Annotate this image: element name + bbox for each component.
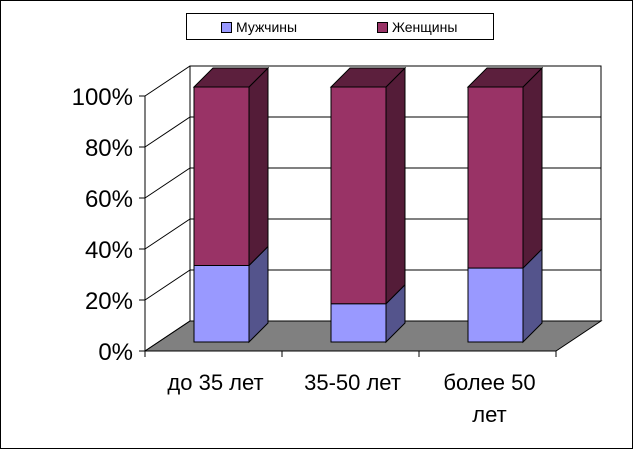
legend-label-women: Женщины xyxy=(392,19,458,35)
legend-label-men: Мужчины xyxy=(236,19,298,35)
y-tick-label: 40% xyxy=(85,237,133,264)
bar-men xyxy=(467,247,543,344)
legend-swatch-men xyxy=(221,21,232,33)
y-tick-label: 80% xyxy=(85,135,133,162)
legend-entry-women: Женщины xyxy=(377,19,457,35)
bar-top xyxy=(329,67,407,88)
bar-top xyxy=(192,67,270,88)
chart-bars xyxy=(192,66,544,344)
y-tick-label: 100% xyxy=(72,84,133,111)
legend-entry-men: Мужчины xyxy=(221,19,297,35)
bar-women xyxy=(466,66,544,270)
x-tick-label: лет xyxy=(472,402,506,427)
x-tick-label: до 35 лет xyxy=(167,370,263,395)
gridline xyxy=(144,218,601,250)
legend-swatch-women xyxy=(377,21,388,33)
bar-top xyxy=(466,67,544,88)
x-tick-label: 35-50 лет xyxy=(304,370,401,395)
bar-side xyxy=(248,66,269,267)
bar-men xyxy=(193,245,269,344)
bar-front xyxy=(330,86,387,305)
bar-front xyxy=(193,265,250,343)
x-axis-ticks: до 35 лет 35-50 лет более 50 лет xyxy=(167,370,535,427)
bar-front xyxy=(467,267,524,343)
gridline xyxy=(144,167,601,199)
y-tick-label: 60% xyxy=(85,186,133,213)
y-axis-ticks: 0% 20% 40% 60% 80% 100% xyxy=(72,84,133,366)
gridline xyxy=(144,320,601,352)
y-tick-label: 20% xyxy=(85,288,133,315)
legend: Мужчины Женщины xyxy=(186,13,494,40)
bar-front xyxy=(193,86,250,266)
gridline xyxy=(144,269,601,301)
bar-women xyxy=(192,66,270,267)
x-tick-label: более 50 xyxy=(443,370,535,395)
bar-side xyxy=(522,66,543,270)
gridline xyxy=(144,65,601,97)
bar-women xyxy=(329,66,407,305)
bar-front xyxy=(467,86,524,269)
gridline xyxy=(144,116,601,148)
y-tick-label: 0% xyxy=(98,339,133,366)
bar-front xyxy=(330,303,387,343)
bar-side xyxy=(385,66,406,305)
